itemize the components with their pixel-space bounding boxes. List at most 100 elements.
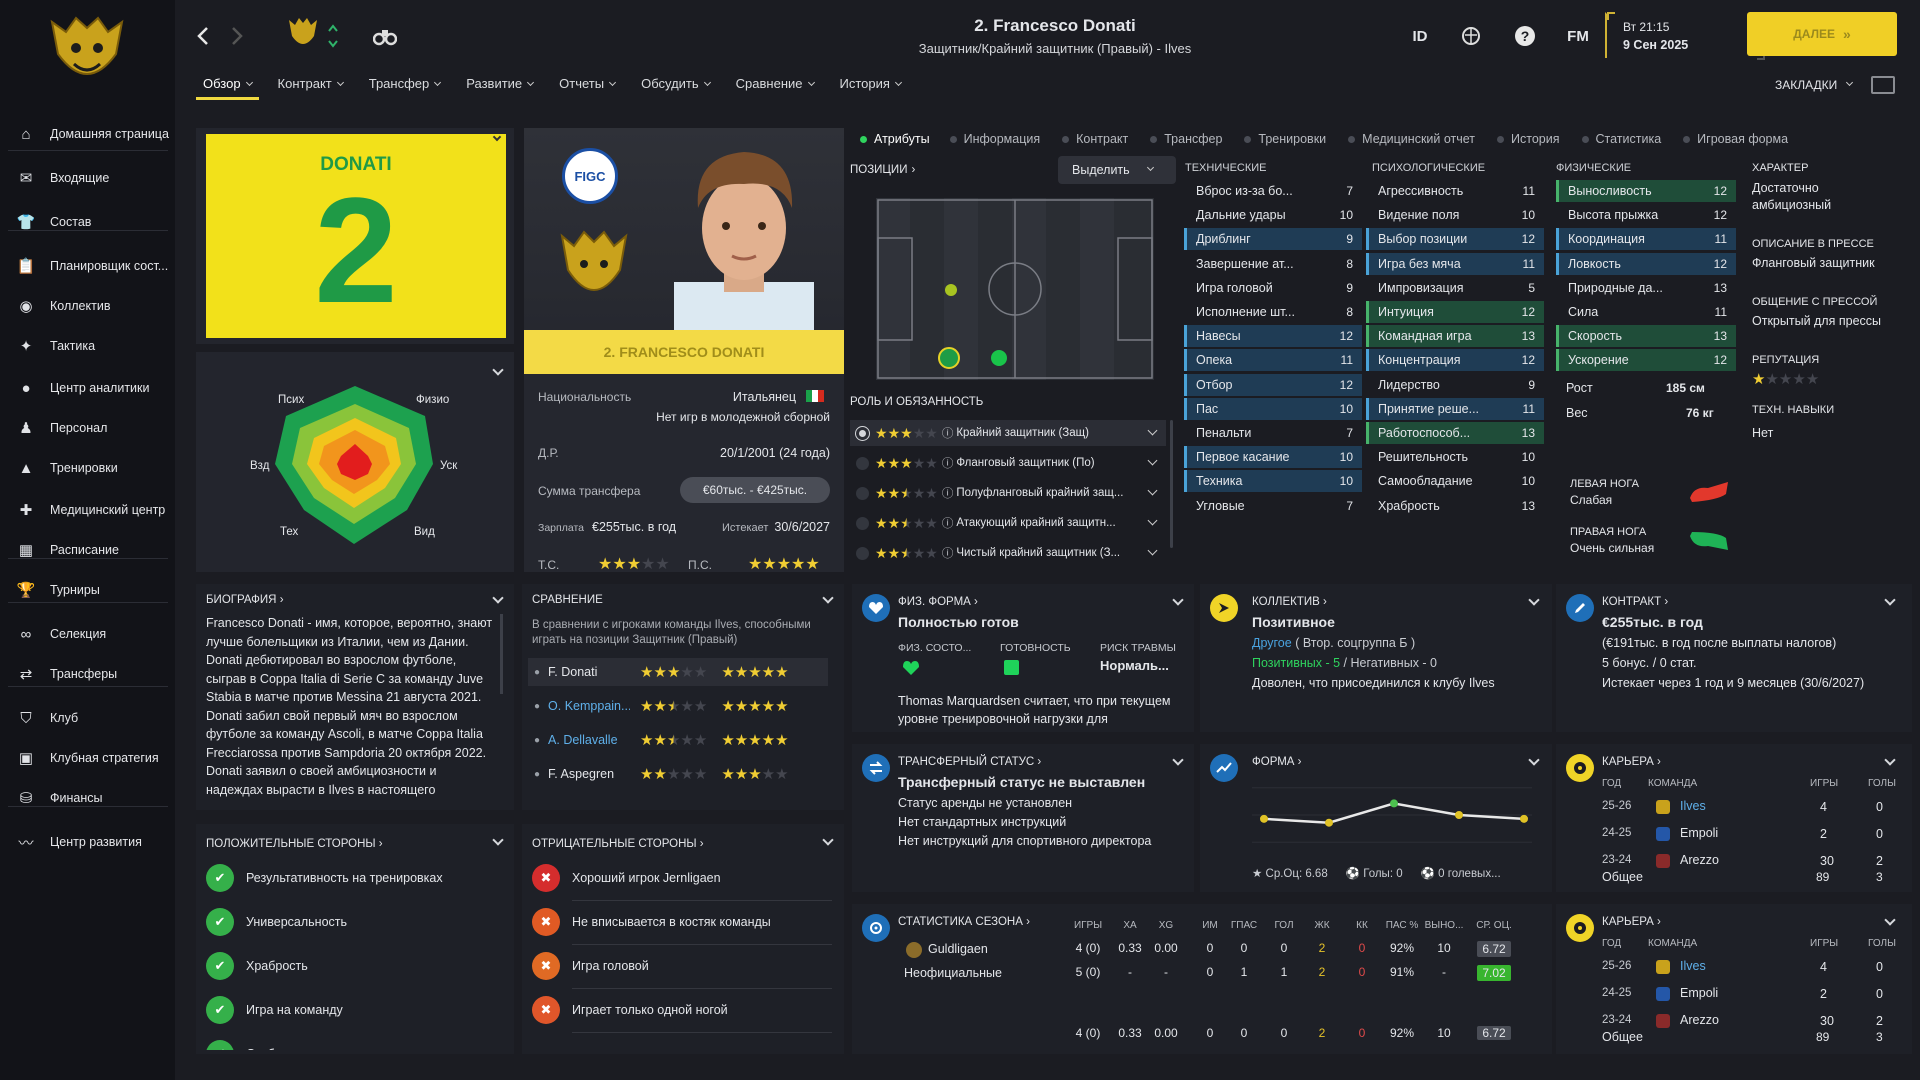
role-radio[interactable] [856, 426, 869, 440]
attribute-tab-0[interactable]: Атрибуты [860, 132, 930, 146]
attribute-row[interactable]: Вброс из-за бо... 7 [1184, 180, 1362, 202]
binoculars-icon[interactable] [371, 22, 399, 50]
sidebar-item-medical[interactable]: ✚ Медицинский центр [0, 494, 175, 526]
highlight-dropdown[interactable]: Выделить [1058, 156, 1176, 184]
attribute-row[interactable]: Работоспособ... 13 [1366, 422, 1544, 444]
attribute-row[interactable]: Выбор позиции 12 [1366, 228, 1544, 251]
attribute-row[interactable]: Импровизация 5 [1366, 277, 1544, 299]
contract-chevron-icon[interactable] [1884, 594, 1896, 606]
season-col-header[interactable]: КК [1356, 920, 1368, 931]
attribute-row[interactable]: Координация 11 [1556, 228, 1736, 251]
fm-button[interactable]: FM [1567, 27, 1589, 45]
chevron-down-icon[interactable] [1147, 425, 1158, 435]
role-radio[interactable] [856, 546, 869, 560]
role-row[interactable]: ★ ★ ★ ★ ★ ⓘ Атакующий крайний защитн... [850, 510, 1166, 536]
strength-item[interactable]: ✔ Универсальность [206, 908, 347, 936]
attribute-row[interactable]: Самообладание 10 [1366, 470, 1544, 492]
bookmarks-button[interactable]: ЗАКЛАДКИ [1775, 78, 1854, 92]
strengths-title[interactable]: ПОЛОЖИТЕЛЬНЫЕ СТОРОНЫ › [206, 838, 383, 850]
role-row[interactable]: ★ ★ ★ ★ ★ ⓘ Чистый крайний защитник (З... [850, 540, 1166, 566]
sidebar-item-analytics[interactable]: ● Центр аналитики [0, 372, 175, 404]
season-col-header[interactable]: XG [1158, 920, 1174, 931]
attribute-tab-7[interactable]: Статистика [1581, 132, 1661, 146]
strength-item[interactable]: ✔ Игра на команду [206, 996, 343, 1024]
career-team[interactable]: Arezzo [1680, 1013, 1719, 1027]
comparison-player-name[interactable]: O. Kemppain... [548, 699, 631, 713]
career-team[interactable]: Ilves [1680, 799, 1706, 813]
attribute-row[interactable]: Интуиция 12 [1366, 301, 1544, 323]
attribute-tab-1[interactable]: Информация [949, 132, 1040, 146]
squad-title[interactable]: КОЛЛЕКТИВ › [1252, 596, 1327, 608]
attribute-row[interactable]: Принятие реше... 11 [1366, 397, 1544, 420]
form-point[interactable] [1260, 814, 1268, 823]
attribute-row[interactable]: Агрессивность 11 [1366, 180, 1544, 202]
sidebar-item-staff[interactable]: ♟ Персонал [0, 412, 175, 444]
season-col-header[interactable]: ВЫНО... [1424, 920, 1464, 931]
brain-icon[interactable] [1457, 22, 1485, 50]
weakness-item[interactable]: ✖ Не вписывается в костяк команды [532, 908, 832, 945]
sidebar-item-clipboard[interactable]: 📋 Планировщик сост... [0, 250, 175, 282]
form-point[interactable] [1455, 811, 1463, 819]
forward-button[interactable] [225, 22, 249, 50]
comparison-player-name[interactable]: F. Aspegren [548, 767, 615, 781]
comparison-row[interactable]: ● F. Donati ★ ★ ★ ★ ★ ★ ★ ★ ★ ★ [528, 658, 828, 686]
attribute-tab-8[interactable]: Игровая форма [1683, 132, 1788, 146]
attribute-row[interactable]: Решительность 10 [1366, 446, 1544, 468]
career-title-secondary[interactable]: КАРЬЕРА › [1602, 916, 1661, 928]
attribute-tab-6[interactable]: История [1497, 132, 1560, 146]
biography-scrollbar[interactable] [500, 614, 503, 694]
comparison-row[interactable]: ● F. Aspegren ★ ★ ★ ★ ★ ★ ★ ★ ★ ★ [528, 760, 828, 788]
role-row[interactable]: ★ ★ ★ ★ ★ ⓘ Фланговый защитник (По) [850, 450, 1166, 476]
season-col-header[interactable]: ЖК [1314, 920, 1330, 931]
comparison-player-name[interactable]: A. Dellavalle [548, 733, 618, 747]
biography-title[interactable]: БИОГРАФИЯ › [206, 594, 284, 606]
biography-chevron-icon[interactable] [492, 592, 504, 604]
comparison-chevron-icon[interactable] [822, 592, 834, 604]
attribute-row[interactable]: Первое касание 10 [1184, 446, 1362, 469]
form-point[interactable] [1520, 814, 1528, 823]
chevron-down-icon[interactable] [1147, 515, 1158, 525]
weakness-item[interactable]: ✖ Игра головой [532, 952, 832, 989]
squad-chevron-icon[interactable] [1528, 594, 1540, 606]
attribute-row[interactable]: Дриблинг 9 [1184, 228, 1362, 251]
season-col-header[interactable]: ИГРЫ [1073, 920, 1103, 931]
attribute-row[interactable]: Техника 10 [1184, 470, 1362, 493]
role-radio[interactable] [856, 486, 869, 500]
attribute-row[interactable]: Дальние удары 10 [1184, 204, 1362, 226]
form-point[interactable] [1325, 818, 1333, 827]
sidebar-item-cone[interactable]: ▲ Тренировки [0, 452, 175, 484]
info-icon[interactable]: ⓘ [941, 488, 954, 500]
fitness-title[interactable]: ФИЗ. ФОРМА › [898, 596, 978, 608]
comparison-player-name[interactable]: F. Donati [548, 665, 598, 679]
help-icon[interactable]: ? [1511, 22, 1539, 50]
positions-title[interactable]: ПОЗИЦИИ › [850, 164, 915, 176]
sidebar-item-strategy[interactable]: ▣ Клубная стратегия [0, 742, 175, 774]
form-point[interactable] [1390, 799, 1398, 808]
transfer-status-chevron-icon[interactable] [1172, 754, 1184, 766]
squad-group-link[interactable]: Другое [1252, 636, 1292, 650]
attribute-row[interactable]: Храбрость 13 [1366, 495, 1544, 517]
season-col-header[interactable]: ГПАС [1230, 920, 1258, 931]
attribute-row[interactable]: Видение поля 10 [1366, 204, 1544, 226]
tab-1[interactable]: Контракт [271, 76, 350, 100]
career-team[interactable]: Arezzo [1680, 853, 1719, 867]
role-radio[interactable] [856, 516, 869, 530]
sidebar-item-home[interactable]: ⌂ Домашняя страница [0, 118, 175, 150]
strength-item[interactable]: ✔ Стабильность [206, 1040, 328, 1050]
club-logo[interactable] [44, 14, 130, 90]
attribute-row[interactable]: Игра без мяча 11 [1366, 252, 1544, 275]
season-col-header[interactable]: ХА [1123, 920, 1137, 931]
id-button[interactable]: ID [1412, 27, 1428, 45]
attribute-tab-3[interactable]: Трансфер [1150, 132, 1222, 146]
transfer-status-title[interactable]: ТРАНСФЕРНЫЙ СТАТУС › [898, 756, 1042, 768]
role-radio[interactable] [856, 456, 869, 470]
info-icon[interactable]: ⓘ [941, 548, 954, 560]
career-team[interactable]: Ilves [1680, 959, 1706, 973]
career-title[interactable]: КАРЬЕРА › [1602, 756, 1661, 768]
attribute-row[interactable]: Игра головой 9 [1184, 277, 1362, 299]
attribute-row[interactable]: Сила 11 [1556, 301, 1736, 323]
sidebar-item-brain[interactable]: ◉ Коллектив [0, 290, 175, 322]
sidebar-item-calendar[interactable]: ▦ Расписание [0, 534, 175, 566]
attribute-row[interactable]: Угловые 7 [1184, 495, 1362, 517]
form-title[interactable]: ФОРМА › [1252, 756, 1302, 768]
